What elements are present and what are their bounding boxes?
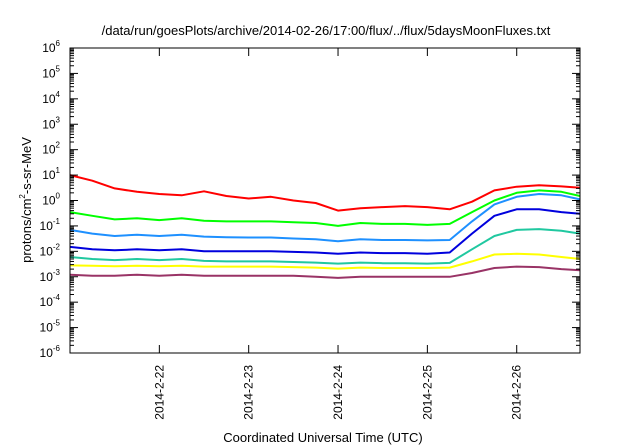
- y-axis-label: protons/cm2-s-sr-MeV: [18, 137, 34, 263]
- y-tick-label: 105: [42, 64, 60, 80]
- y-tick-label: 104: [42, 90, 60, 106]
- x-tick-label: 2014-2-23: [242, 365, 256, 420]
- x-axis: 2014-2-22 2014-2-23 2014-2-24 2014-2-25 2014…: [152, 48, 524, 420]
- x-tick-label: 2014-2-22: [152, 365, 166, 420]
- y-tick-label: 10-1: [40, 217, 61, 233]
- x-axis-label: Coordinated Universal Time (UTC): [223, 430, 422, 445]
- series-line-3: [69, 193, 581, 243]
- series-line-2: [69, 189, 581, 227]
- y-tick-label: 101: [42, 166, 60, 182]
- series-line-4: [69, 208, 581, 255]
- x-tick-label: 2014-2-25: [420, 365, 434, 420]
- y-tick-label: 103: [42, 115, 60, 131]
- y-tick-label: 106: [42, 39, 60, 55]
- y-tick-label: 102: [42, 141, 60, 157]
- y-tick-label: 10-5: [40, 319, 61, 335]
- chart-title: /data/run/goesPlots/archive/2014-02-26/1…: [102, 23, 551, 38]
- y-tick-label: 100: [42, 192, 60, 208]
- y-tick-label: 10-4: [40, 293, 61, 309]
- series-line-6: [69, 252, 581, 270]
- series-line-7: [69, 265, 581, 279]
- series-line-1: [69, 174, 581, 212]
- y-tick-label: 10-2: [40, 242, 61, 258]
- y-axis: 10-6 10-5 10-4 10-3 10-2 10-1 100 101 102 103 104 1…: [40, 39, 580, 360]
- y-tick-label: 10-6: [40, 344, 61, 360]
- x-tick-label: 2014-2-24: [331, 365, 345, 420]
- x-tick-label: 2014-2-26: [510, 365, 524, 420]
- y-tick-label: 10-3: [40, 268, 61, 284]
- plot-lines: [69, 174, 581, 279]
- series-line-5: [69, 228, 581, 265]
